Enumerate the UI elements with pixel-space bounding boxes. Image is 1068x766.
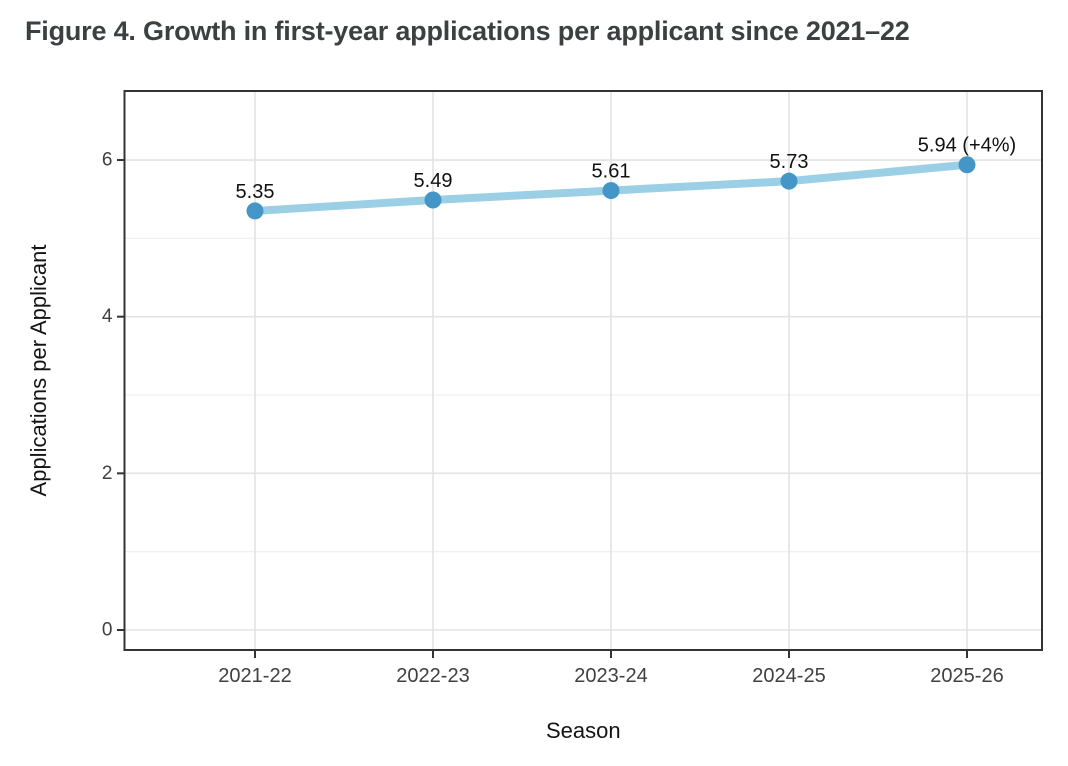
panel-border xyxy=(123,90,1043,651)
x-axis-title: Season xyxy=(546,718,621,743)
data-point-label: 5.73 xyxy=(770,151,809,173)
data-point xyxy=(602,182,620,200)
data-point xyxy=(424,191,442,209)
data-point-label: 5.94 (+4%) xyxy=(918,135,1016,157)
data-point-label: 5.35 xyxy=(236,181,275,203)
x-tick-label: 2023-24 xyxy=(574,665,647,687)
y-tick-label: 0 xyxy=(102,620,113,641)
y-tick-label: 4 xyxy=(102,306,113,327)
y-tick-label: 2 xyxy=(102,463,113,484)
data-point xyxy=(958,156,976,174)
panel-background xyxy=(124,91,1042,650)
data-point-label: 5.61 xyxy=(592,161,631,183)
data-point-label: 5.49 xyxy=(414,170,453,192)
x-tick-label: 2025-26 xyxy=(930,665,1003,687)
y-tick-label: 6 xyxy=(102,150,113,171)
data-point xyxy=(246,202,264,220)
figure-title: Figure 4. Growth in first-year applicati… xyxy=(25,16,910,46)
data-point xyxy=(780,172,798,190)
x-tick-label: 2024-25 xyxy=(752,665,825,687)
x-tick-label: 2021-22 xyxy=(218,665,291,687)
y-axis-title: Applications per Applicant xyxy=(26,245,51,497)
x-tick-label: 2022-23 xyxy=(396,665,469,687)
